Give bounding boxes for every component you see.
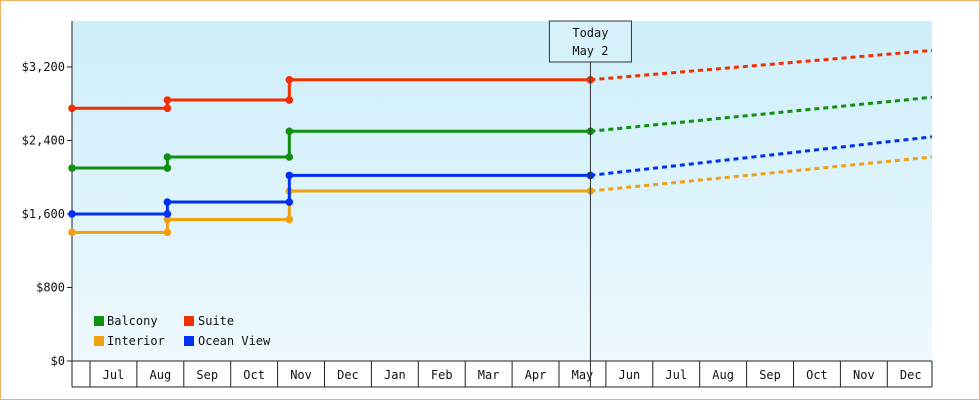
series-projection-interior (590, 155, 933, 193)
x-tick-label-13: Aug (712, 368, 734, 382)
series-point-suite-0 (68, 104, 76, 113)
series-point-interior-0 (68, 228, 76, 237)
x-tick-label-16: Nov (853, 368, 875, 382)
legend-label-balcony: Balcony (107, 314, 158, 328)
series-point-suite-4 (285, 76, 294, 84)
series-point-interior-1 (163, 228, 172, 237)
series-point-interior-3 (285, 215, 294, 224)
x-axis: Jul Aug Sep Oct Nov Dec Jan Feb Mar Apr May Jun Jul A… (72, 360, 933, 388)
legend: Balcony Suite Interior Ocean View (94, 314, 271, 348)
x-tick-label-11: Jun (619, 368, 641, 382)
x-tick-label-17: Dec (900, 368, 922, 382)
series-projection-balcony (590, 95, 933, 133)
today-label-line2: May 2 (572, 44, 608, 58)
x-tick-label-3: Oct (243, 368, 265, 382)
y-tick-label-3: $2,400 (22, 133, 65, 147)
x-tick-label-12: Jul (665, 368, 687, 382)
legend-label-ocean-view: Ocean View (198, 334, 271, 348)
legend-swatch-interior (94, 336, 104, 346)
series-layer (68, 48, 933, 237)
legend-swatch-ocean-view (184, 336, 194, 346)
series-point-ocean-view-2 (163, 198, 172, 206)
series-point-ocean-view-0 (68, 210, 76, 218)
series-projection-suite (590, 48, 933, 82)
x-tick-label-4: Nov (290, 368, 312, 382)
x-tick-label-15: Oct (806, 368, 828, 382)
legend-label-interior: Interior (107, 334, 165, 348)
series-point-suite-2 (163, 96, 172, 104)
today-label-line1: Today (572, 26, 608, 40)
legend-label-suite: Suite (198, 314, 234, 328)
series-point-balcony-0 (68, 164, 76, 172)
series-point-balcony-1 (163, 164, 172, 172)
y-tick-label-0: $0 (51, 354, 65, 368)
x-tick-label-9: Apr (525, 368, 547, 382)
x-tick-label-7: Feb (431, 368, 453, 382)
x-tick-label-0: Jul (103, 368, 125, 382)
legend-swatch-balcony (94, 316, 104, 326)
series-point-balcony-3 (285, 153, 294, 161)
x-tick-label-1: Aug (150, 368, 172, 382)
y-tick-label-1: $800 (36, 280, 65, 294)
series-line-ocean-view (72, 173, 591, 216)
legend-swatch-suite (184, 316, 194, 326)
series-point-ocean-view-1 (163, 210, 172, 218)
y-tick-label-4: $3,200 (22, 60, 65, 74)
series-point-suite-1 (163, 104, 172, 113)
y-tick-label-2: $1,600 (22, 207, 65, 221)
series-line-interior (72, 189, 591, 234)
series-point-ocean-view-3 (285, 198, 294, 206)
x-tick-label-14: Sep (759, 368, 781, 382)
series-point-suite-3 (285, 96, 294, 104)
series-point-balcony-4 (285, 127, 294, 136)
series-point-balcony-2 (163, 153, 172, 161)
x-tick-label-5: Dec (337, 368, 359, 382)
today-label-box (548, 20, 632, 63)
x-tick-label-10: May (572, 368, 594, 382)
series-line-balcony (72, 129, 591, 170)
series-point-interior-2 (163, 215, 172, 224)
series-line-suite (72, 78, 591, 110)
x-tick-label-6: Jan (384, 368, 406, 382)
y-axis: $0 $800 $1,600 $2,400 $3,200 (22, 21, 73, 387)
today-marker: Today May 2 (548, 20, 632, 387)
x-tick-label-8: Mar (478, 368, 500, 382)
x-tick-label-2: Sep (196, 368, 218, 382)
series-projection-ocean-view (590, 135, 933, 177)
series-point-ocean-view-4 (285, 171, 294, 180)
